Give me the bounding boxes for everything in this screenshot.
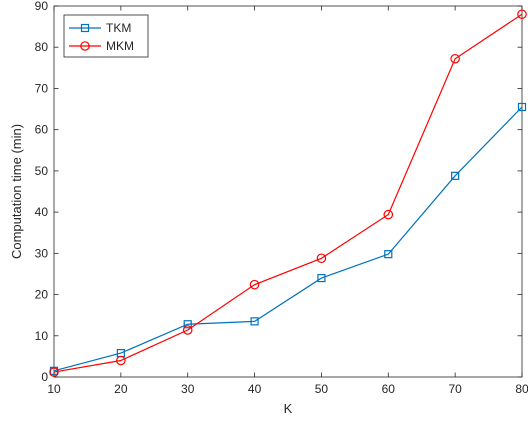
x-tick-label: 30 <box>181 382 195 396</box>
data-point-tkm <box>183 320 192 329</box>
series-line-tkm <box>53 106 523 372</box>
data-point-tkm <box>517 102 527 112</box>
x-tick-label: 60 <box>382 382 396 396</box>
y-tick-label: 0 <box>41 370 48 384</box>
plot-area <box>53 5 523 378</box>
legend-marker-mkm <box>80 41 90 51</box>
legend-box <box>63 14 149 58</box>
legend: TKM MKM <box>63 14 149 58</box>
y-tick-label: 90 <box>35 0 49 13</box>
data-point-mkm <box>316 253 327 264</box>
y-tick-label: 50 <box>35 164 49 178</box>
y-tick-label: 20 <box>35 288 49 302</box>
data-point-tkm <box>384 250 393 259</box>
data-point-mkm <box>49 367 59 377</box>
data-point-mkm <box>383 209 394 220</box>
x-axis-label: K <box>284 401 293 416</box>
x-tick-label: 10 <box>47 382 61 396</box>
data-point-mkm <box>450 53 460 64</box>
data-point-tkm <box>317 273 326 283</box>
y-tick-label: 40 <box>35 205 49 219</box>
series-line-mkm <box>53 13 523 373</box>
y-tick-label: 60 <box>35 123 49 137</box>
y-tick-label: 80 <box>35 40 49 54</box>
data-point-mkm <box>249 279 260 290</box>
legend-marker-tkm <box>80 23 90 33</box>
legend-label-mkm: MKM <box>106 39 134 53</box>
axis-ticks <box>53 5 523 378</box>
y-tick-label: 70 <box>35 81 49 95</box>
series-layer <box>49 9 527 377</box>
series-mkm <box>49 9 527 377</box>
y-axis-label: Computation time (min) <box>9 124 24 259</box>
y-tick-label: 30 <box>35 246 49 260</box>
data-point-tkm <box>451 171 460 180</box>
x-tick-label: 40 <box>248 382 262 396</box>
x-tick-label: 80 <box>515 382 528 396</box>
x-tick-label: 20 <box>114 382 128 396</box>
x-tick-label: 70 <box>448 382 462 396</box>
data-point-tkm <box>250 317 259 326</box>
x-tick-label: 50 <box>315 382 329 396</box>
y-tick-label: 10 <box>35 329 49 343</box>
legend-label-tkm: TKM <box>106 21 131 35</box>
data-point-mkm <box>517 9 527 20</box>
data-point-mkm <box>182 325 193 335</box>
data-point-mkm <box>116 355 126 366</box>
